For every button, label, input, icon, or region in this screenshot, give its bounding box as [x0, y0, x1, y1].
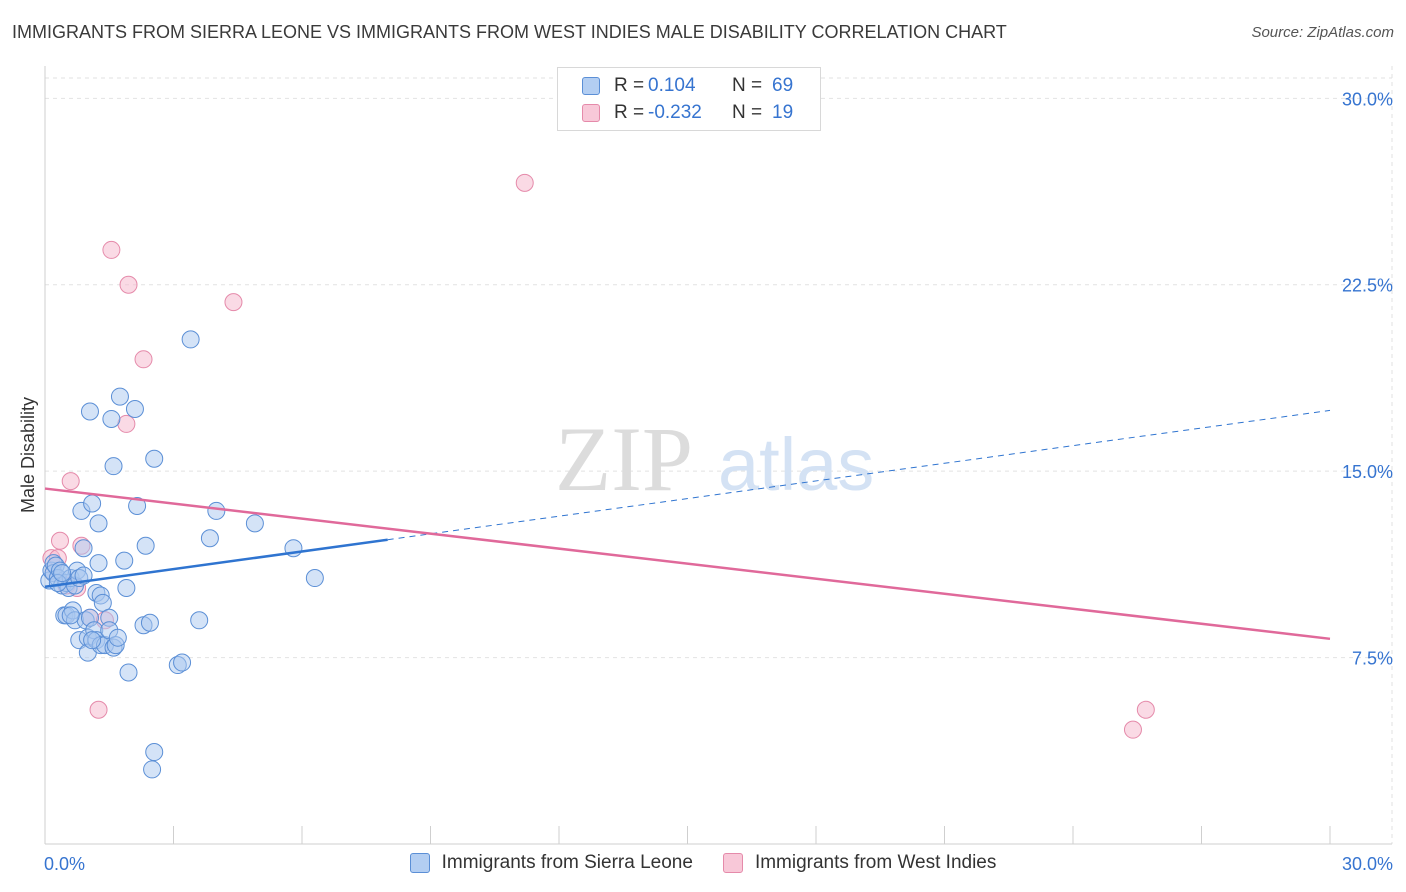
tick-labels: 7.5% 15.0% 22.5% 30.0% 0.0% 30.0% — [44, 89, 1393, 874]
sierra-leone-point — [80, 402, 99, 421]
legend-swatch-pink — [582, 104, 600, 122]
legend-label-sierra-leone: Immigrants from Sierra Leone — [441, 852, 693, 873]
sierra-leone-point — [145, 743, 164, 762]
legend-row-sierra-leone: R = 0.104 N = 69 — [582, 73, 793, 99]
grid-lines — [45, 66, 1393, 844]
legend-item-west-indies[interactable]: Immigrants from West Indies — [722, 852, 997, 874]
stats-legend: R = 0.104 N = 69 R = -0.232 N = 19 — [557, 67, 821, 131]
legend-n-label: N = — [732, 75, 763, 96]
sierra-leone-point — [89, 514, 108, 533]
watermark-atlas: atlas — [718, 423, 874, 506]
x-tick-label: 0.0% — [44, 854, 85, 874]
sierra-leone-point — [245, 514, 264, 533]
sierra-leone-point — [53, 564, 72, 583]
west-indies-point — [102, 240, 121, 259]
legend-label-west-indies: Immigrants from West Indies — [754, 852, 997, 873]
sierra-leone-point — [173, 653, 192, 672]
sierra-leone-point — [200, 529, 219, 548]
sierra-leone-point — [145, 449, 164, 468]
legend-item-sierra-leone[interactable]: Immigrants from Sierra Leone — [409, 852, 693, 874]
west-indies-point — [119, 275, 138, 294]
legend-swatch-blue — [409, 853, 430, 873]
sierra-leone-point — [190, 611, 209, 630]
sierra-leone-point — [104, 457, 123, 476]
sierra-leone-point — [119, 663, 138, 682]
x-tick-label: 30.0% — [1342, 854, 1393, 874]
legend-r-value: 0.104 — [648, 75, 696, 96]
sierra-leone-point — [83, 494, 102, 513]
legend-n-value: 19 — [772, 102, 794, 123]
sierra-leone-point — [89, 554, 108, 573]
sierra-leone-point — [83, 631, 102, 650]
sierra-leone-point — [136, 536, 155, 555]
sierra-leone-point — [207, 501, 226, 520]
sierra-leone-point — [128, 496, 147, 515]
watermark: ZIP atlas — [555, 408, 874, 510]
west-indies-point — [515, 173, 534, 192]
west-indies-point — [50, 531, 69, 550]
legend-n-value: 69 — [772, 75, 794, 96]
west-indies-point — [134, 350, 153, 369]
sierra-leone-point — [143, 760, 162, 779]
sierra-leone-trend-dashed — [387, 409, 1331, 541]
axes — [44, 66, 1392, 845]
legend-r-label: R = — [614, 102, 645, 123]
legend-r-label: R = — [614, 75, 645, 96]
y-axis-label: Male Disability — [18, 397, 38, 513]
west-indies-point — [1136, 700, 1155, 719]
legend-n-label: N = — [732, 102, 763, 123]
watermark-zip: ZIP — [555, 408, 693, 510]
sierra-leone-point — [110, 387, 129, 406]
legend-r-value: -0.232 — [648, 102, 702, 123]
chart-title: IMMIGRANTS FROM SIERRA LEONE VS IMMIGRAN… — [12, 22, 1007, 42]
sierra-leone-point — [115, 551, 134, 570]
sierra-leone-point — [117, 578, 136, 597]
sierra-leone-point — [108, 628, 127, 647]
series-sierra-leone-points — [40, 330, 324, 779]
legend-swatch-blue — [582, 77, 600, 95]
y-tick-label: 30.0% — [1342, 89, 1393, 109]
sierra-leone-point — [305, 569, 324, 588]
sierra-leone-point — [102, 409, 121, 428]
sierra-leone-point — [181, 330, 200, 349]
sierra-leone-point — [140, 613, 159, 632]
sierra-leone-point — [93, 593, 112, 612]
west-indies-trend — [44, 487, 1331, 641]
y-tick-label: 22.5% — [1342, 276, 1393, 296]
sierra-leone-trend-solid — [44, 538, 388, 588]
source-label: Source: ZipAtlas.com — [1251, 24, 1394, 41]
y-tick-label: 7.5% — [1352, 649, 1393, 669]
west-indies-point — [1123, 720, 1142, 739]
west-indies-point — [89, 700, 108, 719]
y-tick-label: 15.0% — [1342, 462, 1393, 482]
trend-lines — [44, 409, 1331, 641]
legend-swatch-pink — [722, 853, 743, 873]
west-indies-point — [61, 472, 80, 491]
west-indies-point — [117, 414, 136, 433]
series-legend: Immigrants from Sierra Leone Immigrants … — [0, 852, 1406, 874]
legend-row-west-indies: R = -0.232 N = 19 — [582, 100, 793, 126]
sierra-leone-point — [61, 606, 80, 625]
sierra-leone-point — [125, 400, 144, 419]
sierra-leone-point — [74, 539, 93, 558]
west-indies-point — [224, 293, 243, 312]
